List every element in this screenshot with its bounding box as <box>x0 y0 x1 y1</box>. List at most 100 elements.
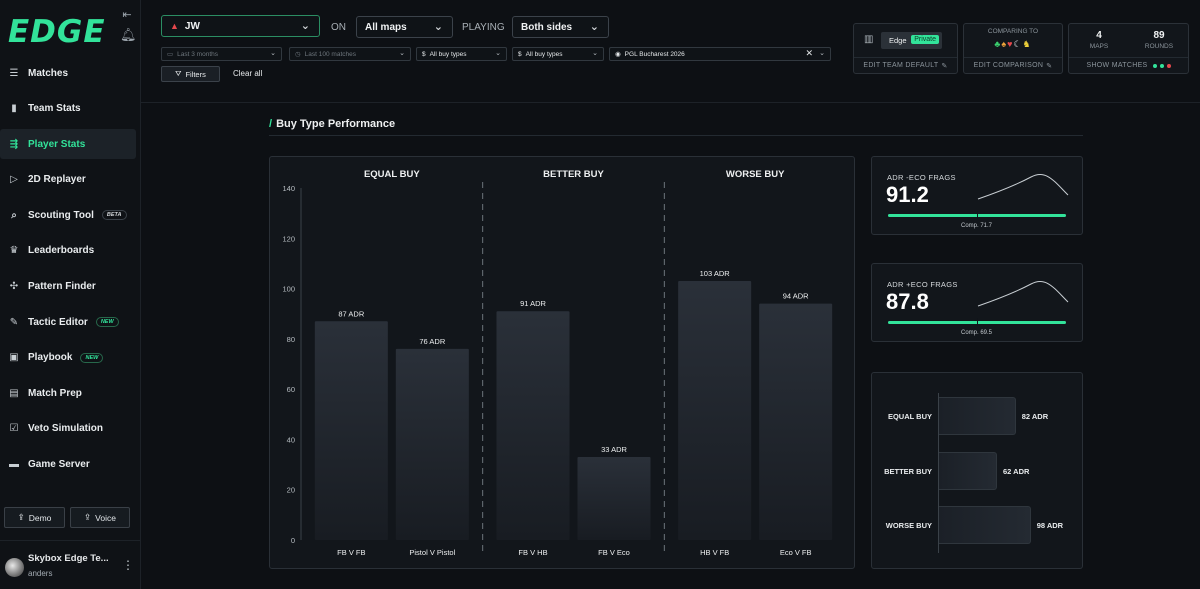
buy-type-select-2[interactable]: $ All buy types ⌄ <box>512 47 604 61</box>
sidebar-item-label: Leaderboards <box>28 245 95 257</box>
match-count-select[interactable]: ◷ Last 100 matches ⌄ <box>289 47 411 61</box>
hbar-category-label: WORSE BUY <box>885 521 932 530</box>
bar <box>759 303 833 540</box>
comparison-team-icons: ♣♠♥☾♞ <box>964 39 1062 50</box>
comparing-to-label: COMPARING TO <box>987 28 1039 35</box>
x-tick-label: FB V FB <box>337 548 365 557</box>
sidebar-item-matches[interactable]: ☰ Matches <box>0 58 136 88</box>
y-tick-label: 120 <box>282 234 295 243</box>
upload-voice-button[interactable]: ⇪ Voice <box>70 507 130 528</box>
sidebar-item-leaderboards[interactable]: ♛ Leaderboards <box>0 236 136 266</box>
on-label: ON <box>331 22 346 33</box>
adr-card-label: ADR -ECO FRAGS <box>887 173 956 182</box>
x-tick-label: FB V HB <box>518 548 547 557</box>
edit-icon: ✎ <box>1046 62 1053 70</box>
sidebar-item-tactic-editor[interactable]: ✎ Tactic Editor NEW <box>0 307 136 337</box>
rounds-label: ROUNDS <box>1144 43 1174 50</box>
sidebar-top-icons: ⇤ 🔔︎ <box>120 9 137 42</box>
adr-comparison-label: Comp. 71.7 <box>961 223 993 229</box>
adr-card-label: ADR +ECO FRAGS <box>887 280 958 289</box>
team-logo-icon: ♞ <box>1022 39 1032 49</box>
private-badge: Private <box>911 35 939 44</box>
team-logo-icon: ♠ <box>1001 39 1008 49</box>
team-name: JW <box>184 20 200 32</box>
collapse-sidebar-icon[interactable]: ⇤ <box>122 9 132 21</box>
avatar <box>5 558 24 577</box>
sidebar-item-pattern-finder[interactable]: ✣ Pattern Finder <box>0 272 136 302</box>
upload-demo-button[interactable]: ⇪ Demo <box>4 507 65 528</box>
filters-button[interactable]: ⛛ Filters <box>161 66 220 82</box>
sidebar-item-player-stats[interactable]: ⇶ Player Stats <box>0 129 136 160</box>
adr-card-value: 91.2 <box>886 182 929 207</box>
edit-team-default-button[interactable]: EDIT TEAM DEFAULT ✎ <box>854 57 957 73</box>
y-tick-label: 80 <box>287 335 295 344</box>
chevron-down-icon: ⌄ <box>433 21 443 33</box>
bar-value-label: 94 ADR <box>783 292 809 301</box>
sidebar-item-playbook[interactable]: ▣ Playbook NEW <box>0 343 136 373</box>
maps-count: 4 <box>1096 30 1102 41</box>
chevron-down-icon: ⌄ <box>300 20 310 32</box>
sidebar-item-label: Match Prep <box>28 387 82 399</box>
show-matches-button[interactable]: SHOW MATCHES <box>1069 57 1188 73</box>
y-tick-label: 40 <box>287 435 295 444</box>
x-tick-label: FB V Eco <box>598 548 630 557</box>
app-logo[interactable]: EDGE <box>8 14 106 50</box>
team-default-card: ▥ Edge Private EDIT TEAM DEFAULT ✎ <box>853 23 958 74</box>
sidebar-item-game-server[interactable]: ▬ Game Server <box>0 450 136 480</box>
sidebar-item-label: Tactic Editor <box>28 316 88 328</box>
group-title: EQUAL BUY <box>364 169 420 180</box>
sidebar-item-match-prep[interactable]: ▤ Match Prep <box>0 378 136 408</box>
adr-distribution-sparkline <box>977 280 1069 307</box>
bar-value-label: 91 ADR <box>520 299 546 308</box>
user-handle: anders <box>28 569 53 578</box>
adr-distribution-sparkline <box>977 173 1069 200</box>
checklist-icon: ☑ <box>9 423 19 435</box>
edit-comparison-button[interactable]: EDIT COMPARISON ✎ <box>964 57 1062 73</box>
sidebar-item-scouting-tool[interactable]: ⌕ Scouting Tool BETA <box>0 200 136 230</box>
edge-team-pill[interactable]: Edge Private <box>881 32 942 49</box>
user-profile[interactable]: Skybox Edge Te... anders ⋮ <box>0 540 141 589</box>
bell-icon[interactable]: 🔔︎ <box>120 27 137 42</box>
team-logo-icon: ♥ <box>1007 39 1014 49</box>
sidebar-item-label: Scouting Tool <box>28 209 94 221</box>
y-tick-label: 140 <box>282 184 295 193</box>
edge-label: Edge <box>889 36 907 45</box>
clear-all-button[interactable]: Clear all <box>233 69 263 78</box>
date-range-select[interactable]: ▭ Last 3 months ⌄ <box>161 47 282 61</box>
match-summary-card: 4 MAPS 89 ROUNDS SHOW MATCHES <box>1068 23 1189 74</box>
map-select[interactable]: All maps ⌄ <box>356 16 453 38</box>
side-select[interactable]: Both sides ⌄ <box>512 16 609 38</box>
buy-type-value-2: All buy types <box>525 50 563 58</box>
sidebar-item-label: Veto Simulation <box>28 423 104 435</box>
filter-bar: ▲ JW ⌄ ON All maps ⌄ PLAYING Both sides … <box>141 0 1200 103</box>
sidebar-nav: ☰ Matches ▮ Team Stats ⇶ Player Stats ▷ 2D Repl… <box>0 58 141 485</box>
match-count-value: Last 100 matches <box>304 50 356 58</box>
group-title: WORSE BUY <box>726 169 785 180</box>
x-tick-label: HB V FB <box>700 548 729 557</box>
sidebar-item-team-stats[interactable]: ▮ Team Stats <box>0 94 136 124</box>
team-select[interactable]: ▲ JW ⌄ <box>161 15 320 37</box>
sidebar: EDGE ⇤ 🔔︎ ☰ Matches ▮ Team Stats ⇶ Player Sta… <box>0 0 141 589</box>
adr-plus-eco-card: ADR +ECO FRAGS 87.8 Comp. 69.5 <box>871 263 1083 342</box>
edit-team-default-label: EDIT TEAM DEFAULT <box>863 62 939 69</box>
sidebar-item-veto-simulation[interactable]: ☑ Veto Simulation <box>0 414 136 444</box>
sidebar-item-label: Matches <box>28 67 69 79</box>
section-title: / Buy Type Performance <box>269 118 395 130</box>
clear-event-icon[interactable]: ✕ <box>805 48 813 58</box>
play-icon: ▷ <box>10 174 18 186</box>
sidebar-item-2d-replayer[interactable]: ▷ 2D Replayer <box>0 165 136 195</box>
section-title-text: Buy Type Performance <box>276 118 396 130</box>
map-select-value: All maps <box>365 21 407 33</box>
y-tick-label: 60 <box>287 385 295 394</box>
team-logo-icon: ♣ <box>994 39 1002 49</box>
event-select[interactable]: ◉ PGL Bucharest 2026 ✕ ⌄ <box>609 47 831 61</box>
buy-type-chart-panel: 0 20 40 60 80 100 120 140 EQUAL BUY BETTER BUY WOR… <box>269 156 855 569</box>
playing-label: PLAYING <box>462 22 505 33</box>
kebab-menu-icon[interactable]: ⋮ <box>122 558 134 572</box>
buy-type-select-1[interactable]: $ All buy types ⌄ <box>416 47 507 61</box>
x-tick-label: Pistol V Pistol <box>409 548 455 557</box>
upload-icon: ⇪ <box>84 512 92 522</box>
chevron-down-icon: ⌄ <box>270 50 276 57</box>
event-icon: ◉ <box>615 51 621 58</box>
clock-icon: ◷ <box>295 51 301 58</box>
